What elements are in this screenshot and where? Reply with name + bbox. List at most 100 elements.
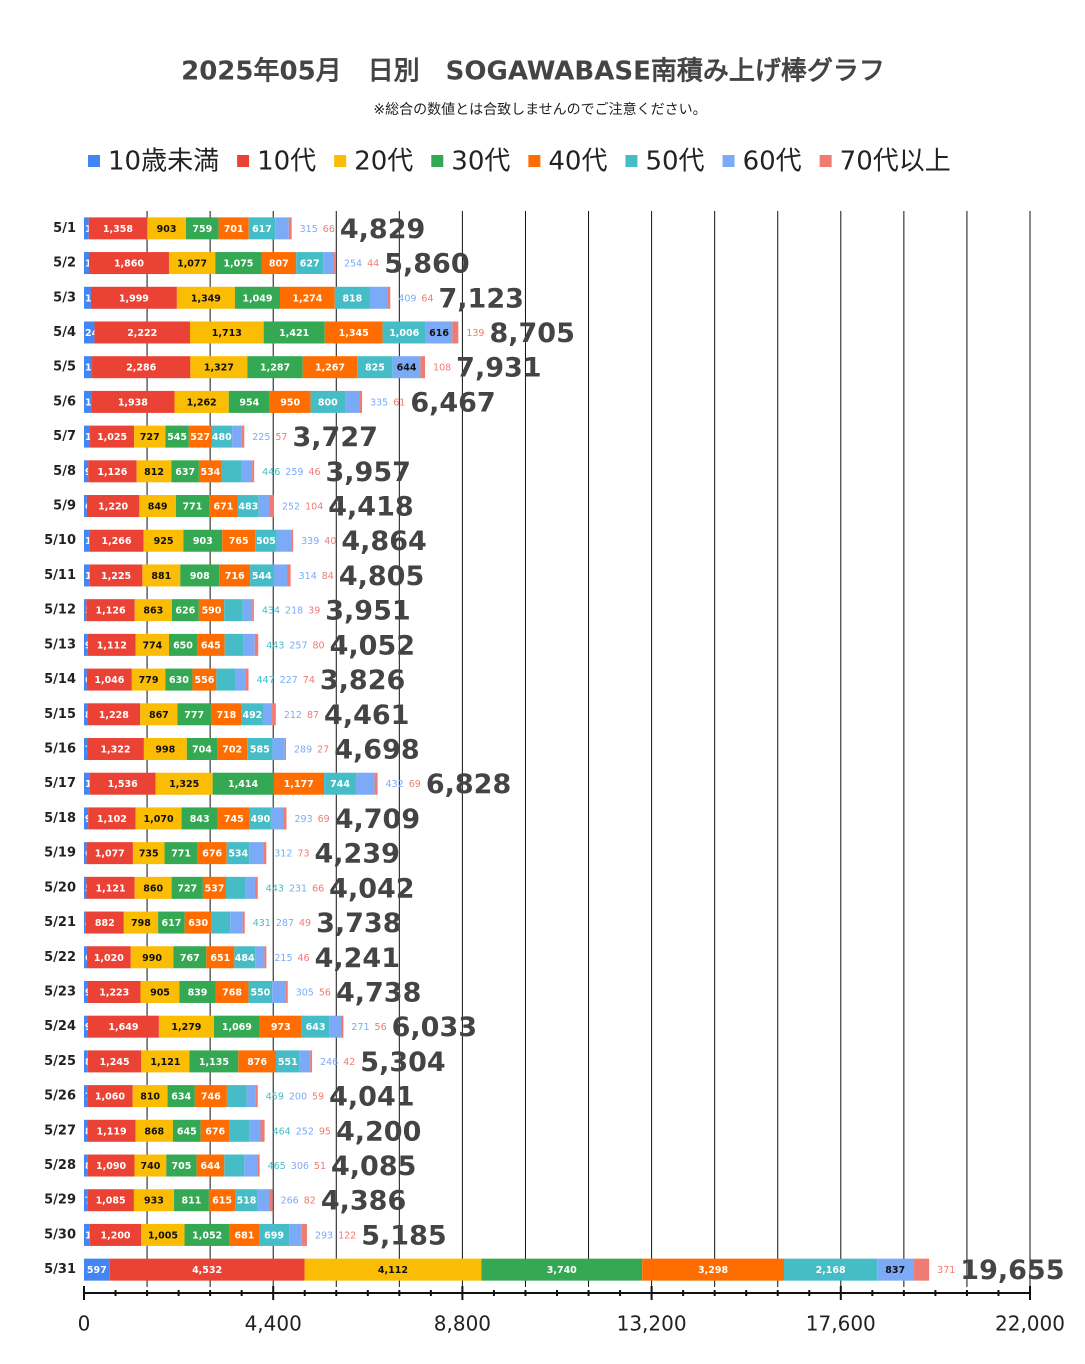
value-label: 626 <box>175 606 195 617</box>
value-label: 1,999 <box>119 293 149 304</box>
value-label: 627 <box>300 259 320 270</box>
bar-segment <box>255 946 265 969</box>
bar-segment <box>86 876 135 899</box>
bar-segment <box>225 876 246 899</box>
value-label: 868 <box>144 1126 164 1137</box>
value-label: 56 <box>375 1022 387 1033</box>
bar-segment <box>324 321 383 344</box>
bar-segment <box>420 356 426 379</box>
bar-segment <box>180 564 220 587</box>
value-label: 87 <box>307 710 319 721</box>
bar-segment <box>913 1258 930 1281</box>
bar-segment <box>89 564 143 587</box>
bar-segment <box>91 390 175 413</box>
x-tick-label: 22,000 <box>995 1312 1065 1336</box>
y-tick-label: 5/27 <box>44 1123 76 1138</box>
bar-segment <box>877 1258 914 1281</box>
total-label: 4,052 <box>330 630 415 661</box>
bar-segment <box>264 946 267 969</box>
bar-segment <box>92 356 191 379</box>
bar-segment <box>194 1085 227 1108</box>
bar-segment <box>86 599 135 622</box>
value-label: 867 <box>149 710 169 721</box>
bar-segment <box>221 460 242 483</box>
x-tick-label: 4,400 <box>245 1312 302 1336</box>
value-label: 293 <box>315 1230 333 1241</box>
value-label: 746 <box>201 1092 221 1103</box>
value-label: 767 <box>180 953 200 964</box>
value-label: 860 <box>143 883 163 894</box>
value-label: 644 <box>201 1161 221 1172</box>
bar-segment <box>198 599 225 622</box>
value-label: 716 <box>225 571 245 582</box>
bar-segment <box>230 911 243 934</box>
bar-segment <box>84 1258 110 1281</box>
value-label: 1,266 <box>101 536 131 547</box>
bar-segment <box>210 703 242 726</box>
value-label: 505 <box>256 536 276 547</box>
bar-segment <box>272 980 286 1003</box>
bar-segment <box>140 703 178 726</box>
legend-label: 50代 <box>645 147 704 177</box>
value-label: 881 <box>151 571 171 582</box>
bar-segment <box>131 668 166 691</box>
legend-label: 20代 <box>354 147 413 177</box>
value-label: 2,286 <box>126 363 156 374</box>
total-label: 8,705 <box>489 318 574 349</box>
bar-segment <box>224 633 244 656</box>
y-tick-label: 5/17 <box>44 776 76 791</box>
value-label: 518 <box>237 1196 257 1207</box>
bar-segment <box>84 946 87 969</box>
bar-segment <box>87 1015 159 1038</box>
value-label: 27 <box>317 745 329 756</box>
value-label: 812 <box>144 467 164 478</box>
value-label: 810 <box>140 1092 160 1103</box>
value-label: 527 <box>190 432 210 443</box>
bar-segment <box>254 876 258 899</box>
value-label: 40 <box>324 536 336 547</box>
value-label: 1,177 <box>284 779 314 790</box>
value-label: 1,135 <box>199 1057 229 1068</box>
value-label: 671 <box>214 502 234 513</box>
bar-segment <box>287 564 291 587</box>
value-label: 1,119 <box>97 1126 127 1137</box>
value-label: 69 <box>409 779 421 790</box>
bar-segment <box>260 1119 265 1142</box>
value-label: 1,345 <box>339 328 369 339</box>
total-label: 3,826 <box>320 665 405 696</box>
bar-segment <box>84 1119 88 1142</box>
value-label: 289 <box>294 745 312 756</box>
value-label: 266 <box>281 1196 299 1207</box>
bar-segment <box>200 1119 230 1142</box>
value-label: 825 <box>365 363 385 374</box>
value-label: 702 <box>222 745 242 756</box>
bar-segment <box>158 911 185 934</box>
bar-segment <box>241 703 263 726</box>
bar-segment <box>172 1119 201 1142</box>
total-label: 4,386 <box>321 1186 406 1217</box>
bar-segment <box>84 529 90 552</box>
bar-segment <box>241 460 253 483</box>
bar-segment <box>481 1258 643 1281</box>
bar-segment <box>310 390 346 413</box>
value-label: 82 <box>304 1196 316 1207</box>
value-label: 745 <box>224 814 244 825</box>
value-label: 1,102 <box>97 814 127 825</box>
bar-segment <box>84 286 91 309</box>
legend-marker <box>819 155 832 167</box>
bar-segment <box>186 738 218 760</box>
value-label: 704 <box>192 745 212 756</box>
total-label: 4,461 <box>324 700 409 731</box>
value-label: 843 <box>190 814 210 825</box>
value-label: 80 <box>313 640 325 651</box>
bar-segment <box>87 1189 134 1212</box>
x-tick-label: 13,200 <box>617 1312 687 1336</box>
bar-segment <box>143 529 184 552</box>
bar-segment <box>88 460 137 483</box>
bar-segment <box>87 1085 133 1108</box>
value-label: 882 <box>95 918 115 929</box>
value-label: 1,267 <box>315 363 345 374</box>
bar-segment <box>84 1223 90 1246</box>
bar-segment <box>84 807 89 830</box>
